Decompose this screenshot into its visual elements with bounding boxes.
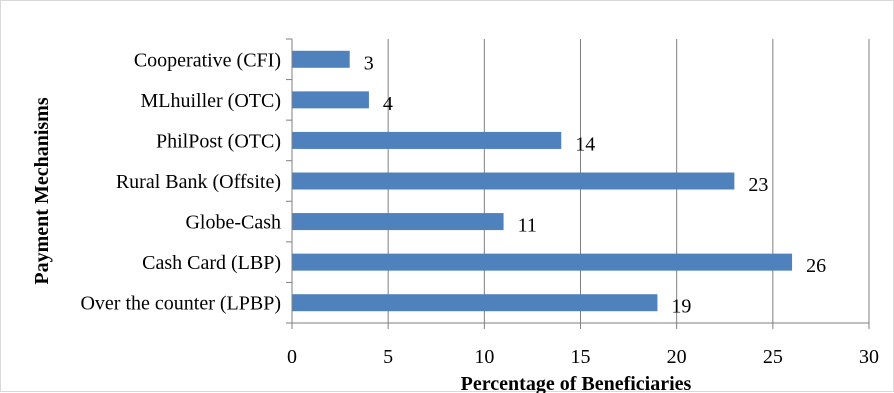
data-label-5: 26	[806, 255, 826, 277]
y-tick-label-3: Rural Bank (Offsite)	[116, 171, 281, 193]
data-label-0: 3	[364, 52, 374, 74]
y-tick-label-6: Over the counter (LPBP)	[80, 293, 281, 315]
data-label-1: 4	[383, 93, 393, 115]
label-layer: 0 5 10 15 20 25 30 Cooperative (CFI) 3 MLhuiller …	[80, 49, 879, 368]
x-tick-label-10: 10	[474, 346, 494, 368]
bar-3	[292, 173, 734, 190]
data-label-4: 11	[518, 215, 537, 237]
x-tick-label-0: 0	[287, 346, 297, 368]
x-tick-label-30: 30	[859, 346, 879, 368]
x-tick-label-20: 20	[667, 346, 687, 368]
bar-2	[292, 132, 561, 149]
data-label-3: 23	[748, 174, 768, 196]
y-axis-title: Payment Mechanisms	[31, 97, 53, 284]
x-axis-title: Percentage of Beneficiaries	[461, 373, 692, 393]
y-tick-label-2: PhilPost (OTC)	[156, 130, 281, 152]
bar-6	[292, 294, 657, 311]
bar-5	[292, 254, 792, 271]
data-label-6: 19	[671, 296, 691, 318]
y-tick-label-4: Globe-Cash	[185, 212, 281, 234]
x-tick-label-15: 15	[571, 346, 591, 368]
y-tick-label-5: Cash Card (LBP)	[142, 252, 281, 274]
data-label-2: 14	[575, 133, 595, 155]
y-tick-label-1: MLhuiller (OTC)	[140, 90, 281, 112]
bar-layer	[292, 51, 792, 311]
bar-0	[292, 51, 350, 68]
bar-1	[292, 91, 369, 108]
bar-4	[292, 213, 504, 230]
x-tick-label-25: 25	[763, 346, 783, 368]
y-tick-label-0: Cooperative (CFI)	[134, 49, 281, 71]
x-tick-label-5: 5	[383, 346, 393, 368]
